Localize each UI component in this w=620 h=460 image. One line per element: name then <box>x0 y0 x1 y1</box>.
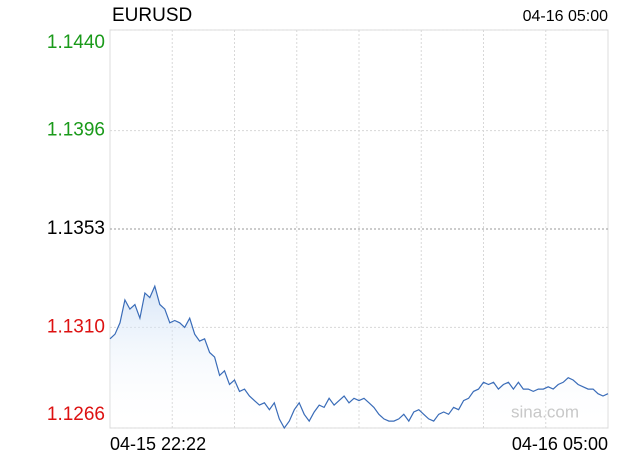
area-fill <box>110 286 608 428</box>
y-tick-label: 1.1396 <box>47 120 105 141</box>
chart-title: EURUSD <box>112 5 192 26</box>
price-line <box>109 284 609 430</box>
time-label: 04-16 05:00 <box>523 8 609 25</box>
y-tick-label: 1.1310 <box>47 316 105 337</box>
x-tick-label: 04-15 22:22 <box>110 434 206 454</box>
x-tick-label: 04-16 05:00 <box>512 434 608 454</box>
y-tick-label: 1.1440 <box>47 32 105 53</box>
y-tick-label: 1.1266 <box>47 404 105 425</box>
y-tick-label: 1.1353 <box>47 218 105 239</box>
